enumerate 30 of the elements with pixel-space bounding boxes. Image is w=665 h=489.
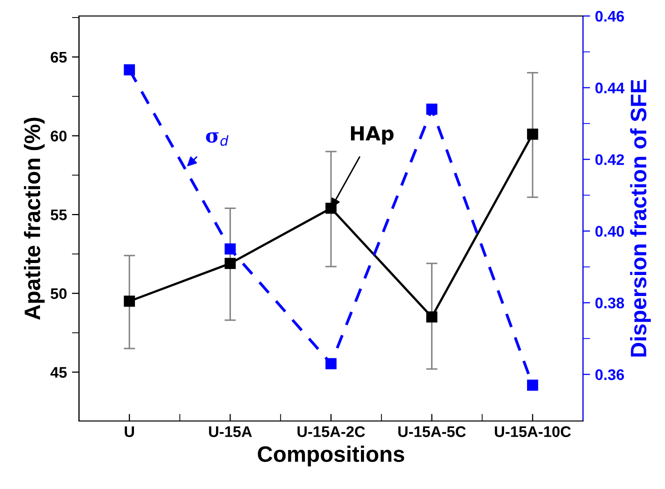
point <box>426 104 438 115</box>
y2-tick-label: 0.46 <box>595 10 624 22</box>
point <box>224 243 236 255</box>
y-tick-label: 55 <box>50 210 67 220</box>
point <box>124 296 135 307</box>
annotation: HAp <box>350 126 394 144</box>
y-tick-label: 50 <box>50 288 67 300</box>
point <box>426 311 438 323</box>
y2-tick-label: 0.42 <box>595 154 624 166</box>
y2-tick-label: 0.36 <box>595 369 624 380</box>
point <box>325 358 337 370</box>
x-tick-label: U-15A-5C <box>398 426 466 438</box>
y-axis-title: Apatite fraction (%) <box>24 118 45 320</box>
point <box>527 128 538 140</box>
x-tick-label: U <box>124 426 134 438</box>
y2-tick-label: 0.40 <box>595 226 624 237</box>
y2-tick-label: 0.38 <box>595 298 624 308</box>
x-tick-label: U-15A-10C <box>494 426 571 438</box>
y-tick-label: 45 <box>50 367 67 378</box>
y2-axis-title: Dispersion fraction of SFE <box>630 80 651 357</box>
x-tick-label: U-15A-2C <box>298 426 365 438</box>
y-tick-label: 60 <box>50 130 67 142</box>
x-tick-label: U-15A <box>209 426 252 438</box>
x-axis-title: Compositions <box>258 446 404 466</box>
point <box>224 258 236 269</box>
point <box>527 380 538 391</box>
y2-tick-label: 0.44 <box>595 82 624 94</box>
point <box>124 64 135 76</box>
y-tick-label: 65 <box>50 52 67 63</box>
annotation: σ$_{d}$ <box>206 132 228 146</box>
